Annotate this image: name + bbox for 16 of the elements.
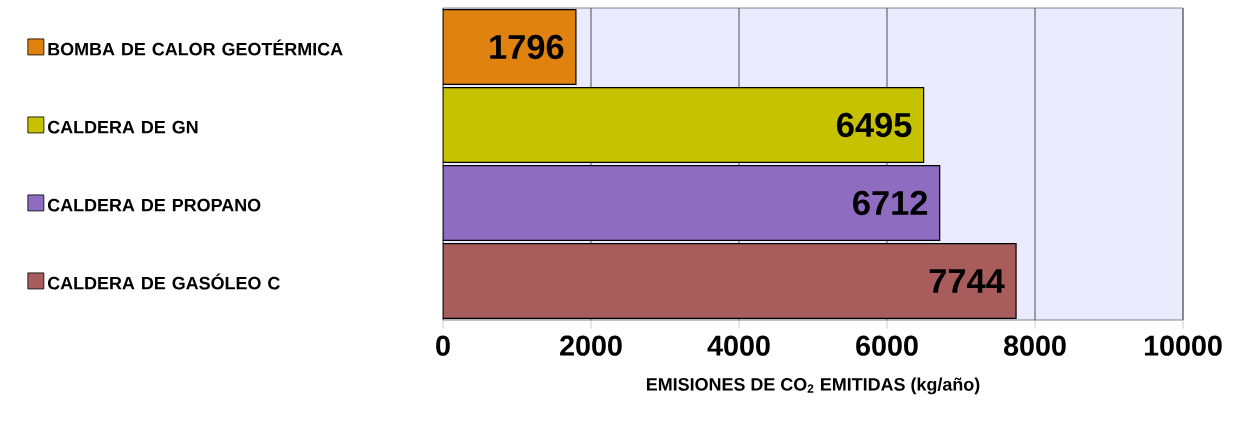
x-axis-title: EMISIONES DE CO$_{2}$ EMITIDAS (kg/año) — [646, 377, 980, 395]
x-tick-label: 10000 — [1144, 335, 1222, 356]
x-tick-label: 4000 — [707, 335, 770, 356]
y-tick-label: CALDERA DE GASÓLEO C — [47, 273, 280, 290]
data-label: 6712 — [853, 190, 928, 216]
data-label: 7744 — [929, 269, 1005, 293]
data-label: 1796 — [490, 34, 564, 60]
x-tick-label: 2000 — [560, 335, 622, 356]
data-label: 6495 — [837, 112, 912, 138]
y-tick-label: CALDERA DE PROPANO — [47, 198, 261, 212]
y-tick-label: CALDERA DE GN — [47, 120, 198, 134]
x-tick-label: 6000 — [856, 335, 918, 356]
bar — [443, 242, 1017, 320]
y-tick-label: BOMBA DE CALOR GEOTÉRMICA — [48, 39, 343, 56]
x-tick-label: 8000 — [1004, 335, 1066, 356]
x-tick-label: 0 — [436, 335, 450, 356]
